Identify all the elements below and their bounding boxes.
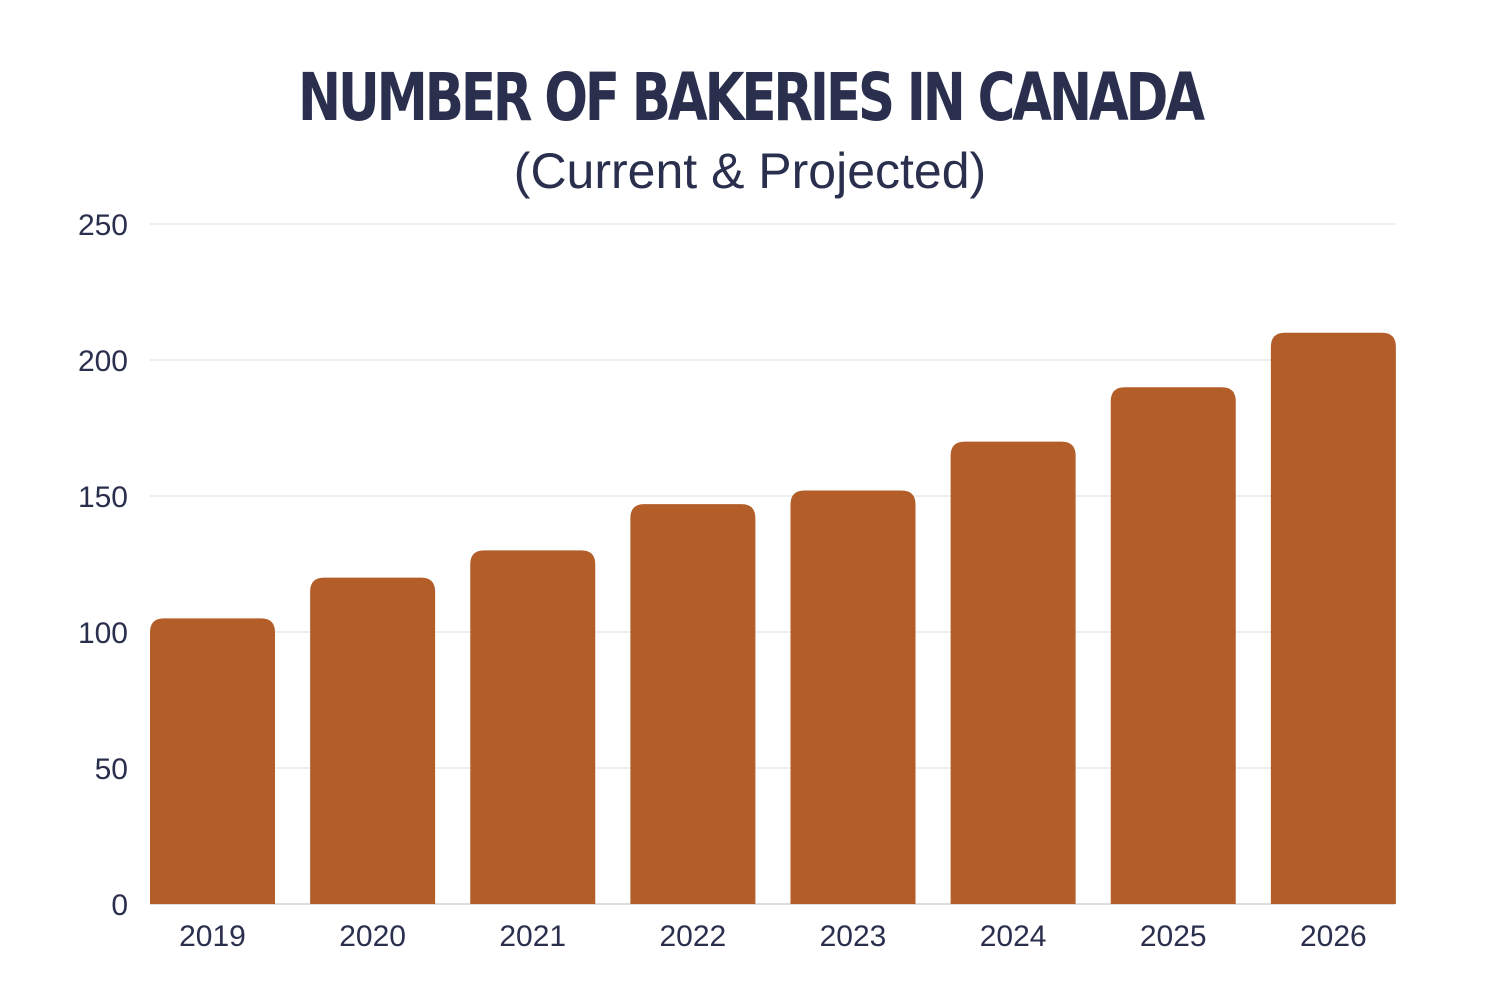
bar-2019: [150, 618, 275, 904]
y-tick-label: 100: [78, 617, 128, 650]
bar-2022: [630, 504, 756, 904]
x-tick-label: 2020: [339, 920, 406, 953]
y-axis-ticks: 0 50 100 150 200 250: [78, 209, 128, 922]
x-tick-label: 2025: [1140, 920, 1207, 953]
bar-2020: [310, 577, 436, 904]
x-tick-label: 2021: [499, 920, 566, 953]
bars: [150, 332, 1396, 904]
x-tick-label: 2019: [179, 920, 246, 953]
x-tick-label: 2026: [1300, 920, 1367, 953]
x-axis-ticks: 2019 2020 2021 2022 2023 2024 2025 2026: [179, 920, 1367, 953]
bar-2023: [790, 490, 916, 904]
chart-title: NUMBER OF BAKERIES IN CANADA: [298, 59, 1205, 136]
y-tick-label: 250: [78, 209, 128, 242]
bar-2021: [470, 550, 596, 904]
bar-2026: [1270, 332, 1396, 904]
x-tick-label: 2024: [980, 920, 1047, 953]
y-tick-label: 200: [78, 345, 128, 378]
y-tick-label: 0: [111, 889, 128, 922]
bar-2025: [1110, 387, 1236, 904]
chart-subtitle: (Current & Projected): [513, 143, 987, 199]
bar-2024: [950, 441, 1076, 904]
x-tick-label: 2023: [820, 920, 887, 953]
y-tick-label: 150: [78, 481, 128, 514]
y-tick-label: 50: [95, 753, 128, 786]
x-tick-label: 2022: [660, 920, 727, 953]
